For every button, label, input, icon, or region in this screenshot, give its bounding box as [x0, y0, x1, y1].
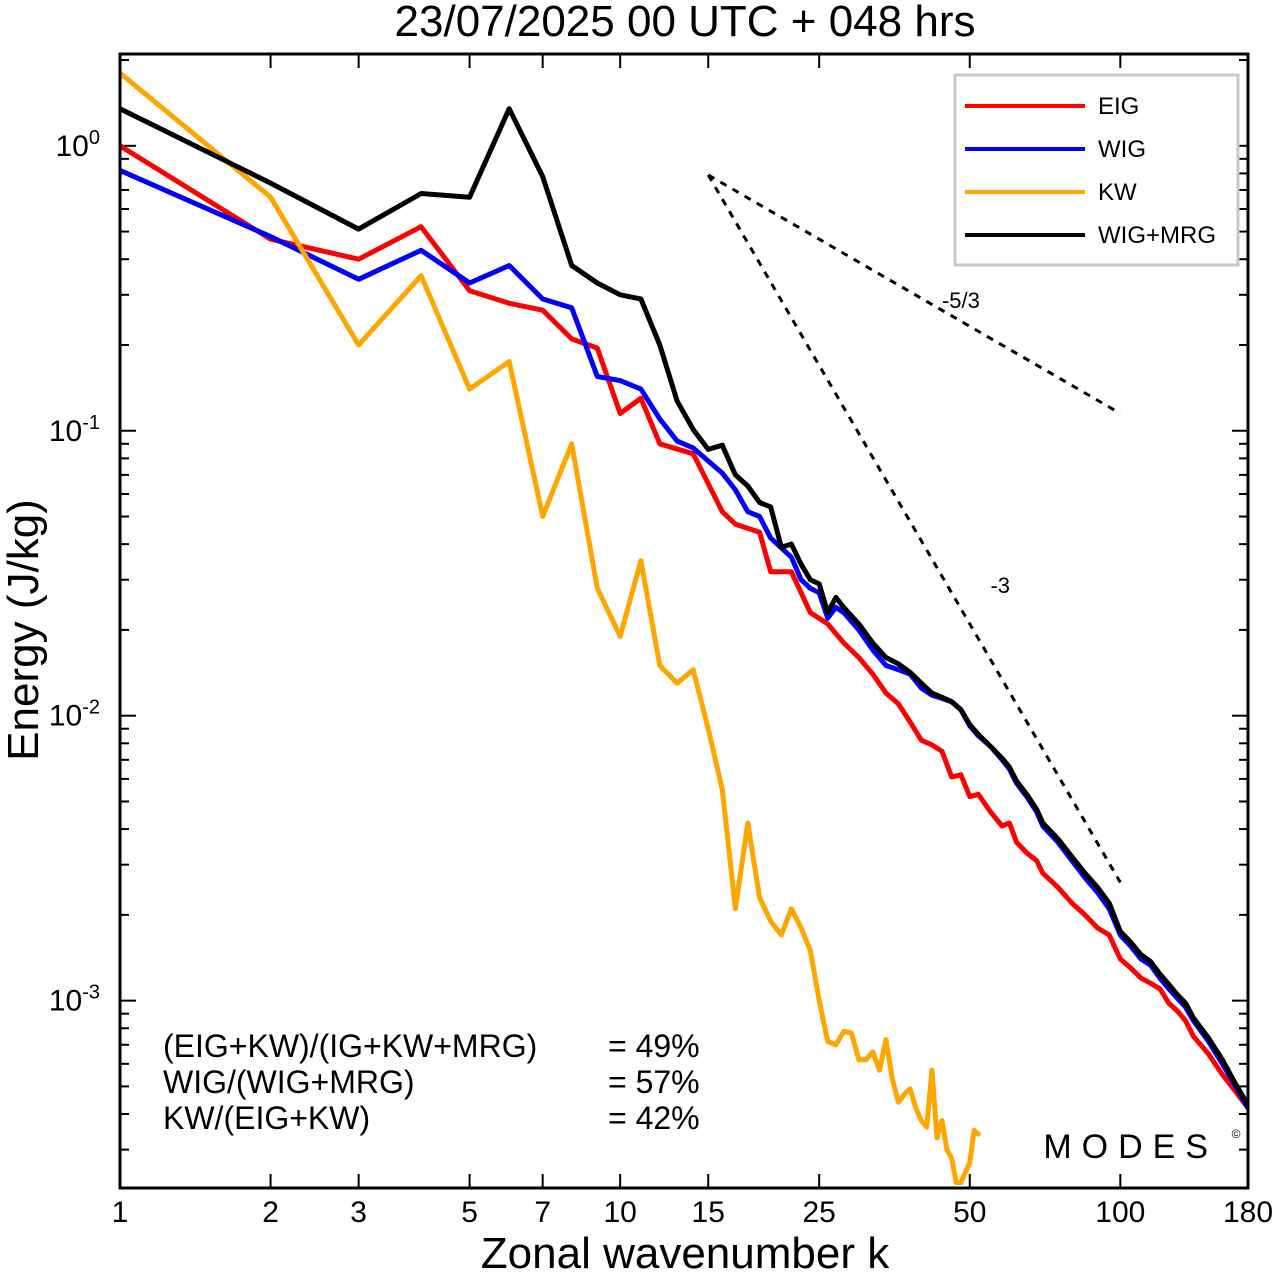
- reference-slope-lines: -5/3 -3: [706, 173, 1122, 884]
- annotation-value: = 57%: [608, 1064, 700, 1100]
- x-tick-label: 180: [1223, 1196, 1273, 1229]
- data-series: [120, 70, 1248, 1185]
- x-tick-label: 15: [692, 1196, 725, 1229]
- annotation-value: = 42%: [608, 1100, 700, 1136]
- x-axis-label: Zonal wavenumber k: [481, 1229, 890, 1278]
- x-tick-label: 3: [350, 1196, 367, 1229]
- slope-label: -3: [990, 573, 1010, 598]
- copyright-mark: ©: [1232, 1127, 1241, 1141]
- annotation-value: = 49%: [608, 1028, 700, 1064]
- y-axis-label: Energy (J/kg): [0, 499, 48, 761]
- x-tick-label: 50: [953, 1196, 986, 1229]
- modes-watermark: MODES: [1043, 1128, 1218, 1166]
- ratio-annotations: (EIG+KW)/(IG+KW+MRG) = 49% WIG/(WIG+MRG) = …: [163, 1028, 700, 1136]
- slope-label: -5/3: [942, 288, 980, 313]
- annotation-label: WIG/(WIG+MRG): [163, 1064, 415, 1100]
- y-tick-label: 100: [56, 127, 101, 163]
- series-line-kw: [120, 70, 981, 1185]
- y-tick-label: 10-2: [49, 697, 100, 733]
- x-tick-label: 7: [534, 1196, 551, 1229]
- x-tick-label: 2: [262, 1196, 279, 1229]
- x-tick-label: 10: [603, 1196, 636, 1229]
- legend-label: WIG: [1098, 136, 1146, 163]
- y-tick-labels: 100 10-1 10-2 10-3: [49, 127, 100, 1018]
- annotation-label: (EIG+KW)/(IG+KW+MRG): [163, 1028, 537, 1064]
- annotation-label: KW/(EIG+KW): [163, 1100, 370, 1136]
- slope-line--5/3: [707, 173, 1122, 415]
- y-tick-label: 10-3: [49, 982, 100, 1018]
- plot-frame: [118, 52, 1250, 1190]
- legend-label: WIG+MRG: [1098, 222, 1216, 249]
- x-tick-labels: 1 2 3 5 7 10 15 25 50 100 180: [112, 1196, 1273, 1229]
- slope-line--3: [706, 174, 1122, 884]
- legend-label: KW: [1098, 179, 1137, 206]
- x-tick-label: 100: [1095, 1196, 1145, 1229]
- legend: EIG WIG KW WIG+MRG: [953, 73, 1240, 267]
- series-line-wig: [120, 167, 1248, 1111]
- x-tick-label: 5: [461, 1196, 478, 1229]
- y-tick-label: 10-1: [49, 412, 100, 448]
- legend-label: EIG: [1098, 93, 1139, 120]
- series-line-eig: [120, 143, 1248, 1111]
- chart-title: 23/07/2025 00 UTC + 048 hrs: [395, 0, 976, 46]
- series-line-wig-mrg: [120, 106, 1248, 1108]
- x-tick-label: 1: [112, 1196, 129, 1229]
- x-tick-label: 25: [803, 1196, 836, 1229]
